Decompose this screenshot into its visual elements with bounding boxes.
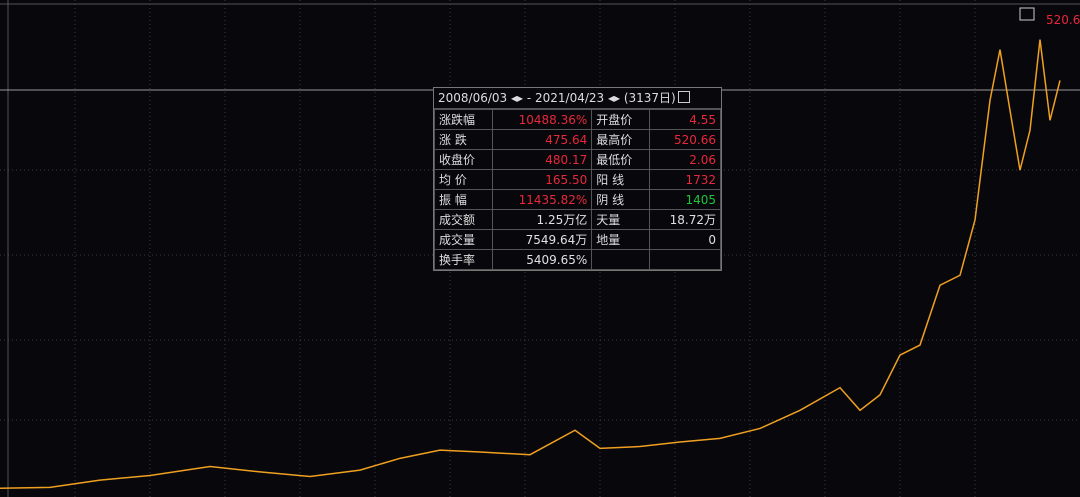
stat-value: 520.66 [648, 129, 722, 150]
stat-value: 18.72万 [648, 209, 722, 230]
stat-value: 5409.65% [491, 249, 593, 270]
stat-label: 涨 跌 [434, 129, 493, 150]
stat-value: 1405 [648, 189, 722, 210]
stats-header: 2008/06/03 ◂▸ - 2021/04/23 ◂▸ (3137日) [434, 88, 721, 109]
stats-row: 振 幅 11435.82% 阴 线 1405 [434, 189, 722, 210]
stat-value: 4.55 [648, 109, 722, 130]
stat-label: 换手率 [434, 249, 493, 270]
stats-row: 涨 跌 475.64 最高价 520.66 [434, 129, 722, 150]
toggle-icon[interactable] [1019, 7, 1035, 21]
close[interactable] [677, 91, 690, 103]
stat-label: 最低价 [591, 149, 650, 170]
stat-value: 11435.82% [491, 189, 593, 210]
stats-row: 成交额 1.25万亿 天量 18.72万 [434, 209, 722, 230]
stat-label: 地量 [591, 229, 650, 250]
stat-label: 振 幅 [434, 189, 493, 210]
stat-label: 最高价 [591, 129, 650, 150]
stat-value: 165.50 [491, 169, 593, 190]
stat-value: 2.06 [648, 149, 722, 170]
empty-cell [648, 249, 722, 270]
max-label: 520.6 [1046, 13, 1080, 27]
stats-row: 均 价 165.50 阳 线 1732 [434, 169, 722, 190]
range: 2008/06/03 ◂▸ - 2021/04/23 ◂▸ (3137日) [438, 91, 676, 105]
stat-value: 475.64 [491, 129, 593, 150]
stat-value: 1.25万亿 [491, 209, 593, 230]
stat-label: 阴 线 [591, 189, 650, 210]
stat-label: 收盘价 [434, 149, 493, 170]
stats-row: 收盘价 480.17 最低价 2.06 [434, 149, 722, 170]
empty-cell [591, 249, 650, 270]
stat-value: 480.17 [491, 149, 593, 170]
stat-label: 涨跌幅 [434, 109, 493, 130]
stat-label: 均 价 [434, 169, 493, 190]
stat-label: 成交量 [434, 229, 493, 250]
price-line [0, 39, 1061, 489]
stat-value: 10488.36% [491, 109, 593, 130]
stat-value: 7549.64万 [491, 229, 593, 250]
stat-value: 1732 [648, 169, 722, 190]
stats-table: 涨跌幅 10488.36% 开盘价 4.55 涨 跌 475.64 最高价 520.66 收盘价… [434, 109, 722, 270]
stat-label: 开盘价 [591, 109, 650, 130]
stats-row: 换手率 5409.65% [434, 249, 722, 270]
stats-row: 成交量 7549.64万 地量 0 [434, 229, 722, 250]
stat-label: 成交额 [434, 209, 493, 230]
stats-popup: 2008/06/03 ◂▸ - 2021/04/23 ◂▸ (3137日) 涨跌… [433, 87, 722, 271]
stat-value: 0 [648, 229, 722, 250]
stats-row: 涨跌幅 10488.36% 开盘价 4.55 [434, 109, 722, 130]
stat-label: 天量 [591, 209, 650, 230]
stat-label: 阳 线 [591, 169, 650, 190]
